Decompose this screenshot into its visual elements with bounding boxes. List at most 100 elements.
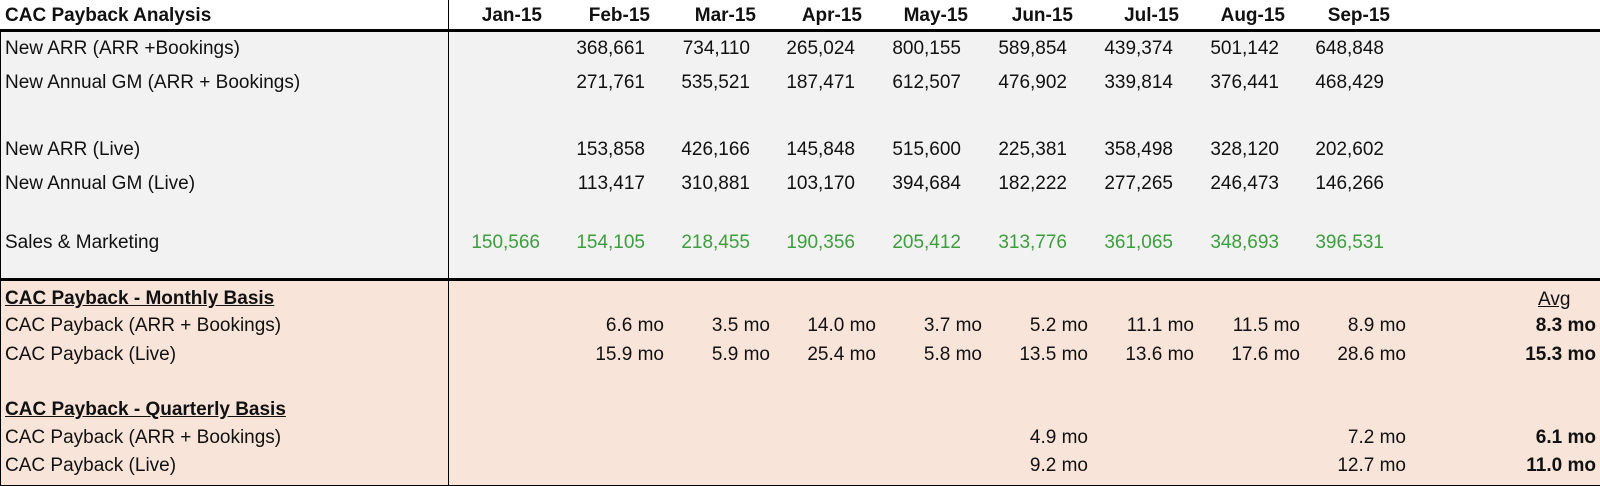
avg-value: 6.1 mo [1535,427,1596,448]
cell-value: 396,531 [1315,232,1384,253]
cell-value: 246,473 [1210,173,1279,194]
avg-value: 11.0 mo [1526,455,1596,476]
cell-value: 11.1 mo [1126,315,1194,336]
row-label: CAC Payback (ARR + Bookings) [5,427,282,448]
table-row: CAC Payback (ARR + Bookings) 4.9 mo 7.2 … [0,423,1600,453]
cell-value: 535,521 [681,72,750,93]
row-label: Sales & Marketing [5,232,160,253]
cell-value: 103,170 [786,173,855,194]
avg-value: 8.3 mo [1535,315,1596,336]
cell-value: 271,761 [576,72,645,93]
cell-value: 313,776 [998,232,1067,253]
section-header-row: CAC Payback - Monthly Basis Avg [0,284,1600,314]
table-row: CAC Payback (Live) 15.9 mo 5.9 mo 25.4 m… [0,340,1600,370]
cell-value: 28.6 mo [1337,344,1406,365]
month-header: Mar-15 [694,5,756,26]
cell-value: 394,684 [892,173,961,194]
row-label: CAC Payback (Live) [5,344,177,365]
cell-value: 14.0 mo [807,315,876,336]
table-row: CAC Payback (ARR + Bookings) 6.6 mo 3.5 … [0,311,1600,341]
cell-value: 589,854 [998,38,1067,59]
table-row: New ARR (ARR +Bookings) 368,661 734,110 … [0,34,1600,64]
pink-section-bg [1,281,1600,485]
table-row: Sales & Marketing 150,566 154,105 218,45… [0,228,1600,258]
cell-value: 12.7 mo [1337,455,1406,476]
avg-header: Avg [1538,289,1571,310]
left-border [0,32,1,486]
month-header: Feb-15 [588,5,650,26]
cell-value: 7.2 mo [1347,427,1406,448]
cell-value: 3.5 mo [711,315,770,336]
header-divider [0,29,1600,32]
cell-value: 146,266 [1315,173,1384,194]
cell-value: 376,441 [1210,72,1279,93]
cell-value: 800,155 [892,38,961,59]
table-row: New ARR (Live) 153,858 426,166 145,848 5… [0,135,1600,165]
month-header: May-15 [903,5,968,26]
cell-value: 310,881 [681,173,750,194]
cell-value: 348,693 [1210,232,1279,253]
section-header: CAC Payback - Quarterly Basis [5,399,286,420]
cell-value: 5.9 mo [711,344,770,365]
month-header: Apr-15 [801,5,862,26]
month-header: Sep-15 [1327,5,1390,26]
sheet-title: CAC Payback Analysis [5,5,212,26]
cell-value: 265,024 [786,38,855,59]
cell-value: 5.8 mo [923,344,982,365]
cell-value: 153,858 [576,139,645,160]
cell-value: 205,412 [892,232,961,253]
cell-value: 218,455 [681,232,750,253]
month-header: Jul-15 [1124,5,1179,26]
month-header: Jan-15 [481,5,542,26]
cell-value: 113,417 [577,173,645,194]
cell-value: 145,848 [786,139,855,160]
cell-value: 190,356 [786,232,855,253]
header-row: CAC Payback Analysis Jan-15 Feb-15 Mar-1… [0,0,1600,29]
cell-value: 328,120 [1210,139,1279,160]
section-divider [0,278,1600,281]
row-label: New Annual GM (Live) [5,173,196,194]
cell-value: 612,507 [892,72,961,93]
cell-value: 225,381 [998,139,1067,160]
month-header: Jun-15 [1011,5,1073,26]
cell-value: 9.2 mo [1029,455,1088,476]
cell-value: 361,065 [1104,232,1173,253]
cell-value: 8.9 mo [1347,315,1406,336]
cell-value: 187,471 [786,72,855,93]
table-row: CAC Payback (Live) 9.2 mo 12.7 mo 11.0 m… [0,451,1600,481]
cell-value: 15.9 mo [595,344,664,365]
cell-value: 426,166 [681,139,750,160]
cell-value: 501,142 [1210,38,1279,59]
cell-value: 368,661 [576,38,645,59]
cell-value: 648,848 [1315,38,1384,59]
grey-section-bg [1,32,1600,278]
row-label: New ARR (ARR +Bookings) [5,38,240,59]
row-label: CAC Payback (ARR + Bookings) [5,315,282,336]
cell-value: 476,902 [998,72,1067,93]
cell-value: 6.6 mo [605,315,664,336]
row-label: New ARR (Live) [5,139,141,160]
cell-value: 154,105 [576,232,645,253]
cell-value: 468,429 [1315,72,1384,93]
cell-value: 5.2 mo [1029,315,1088,336]
row-label: CAC Payback (Live) [5,455,177,476]
cell-value: 13.5 mo [1019,344,1088,365]
cell-value: 439,374 [1104,38,1173,59]
cell-value: 515,600 [892,139,961,160]
cell-value: 339,814 [1104,72,1173,93]
cell-value: 150,566 [471,232,540,253]
cell-value: 25.4 mo [807,344,876,365]
section-header-row: CAC Payback - Quarterly Basis [0,395,1600,425]
label-column-divider [448,0,449,486]
cell-value: 734,110 [682,38,750,59]
cell-value: 13.6 mo [1125,344,1194,365]
cell-value: 277,265 [1104,173,1173,194]
cell-value: 358,498 [1104,139,1173,160]
avg-value: 15.3 mo [1525,344,1596,365]
cell-value: 182,222 [998,173,1067,194]
cell-value: 202,602 [1315,139,1384,160]
table-row: New Annual GM (ARR + Bookings) 271,761 5… [0,68,1600,98]
cell-value: 17.6 mo [1231,344,1300,365]
table-row: New Annual GM (Live) 113,417 310,881 103… [0,169,1600,199]
